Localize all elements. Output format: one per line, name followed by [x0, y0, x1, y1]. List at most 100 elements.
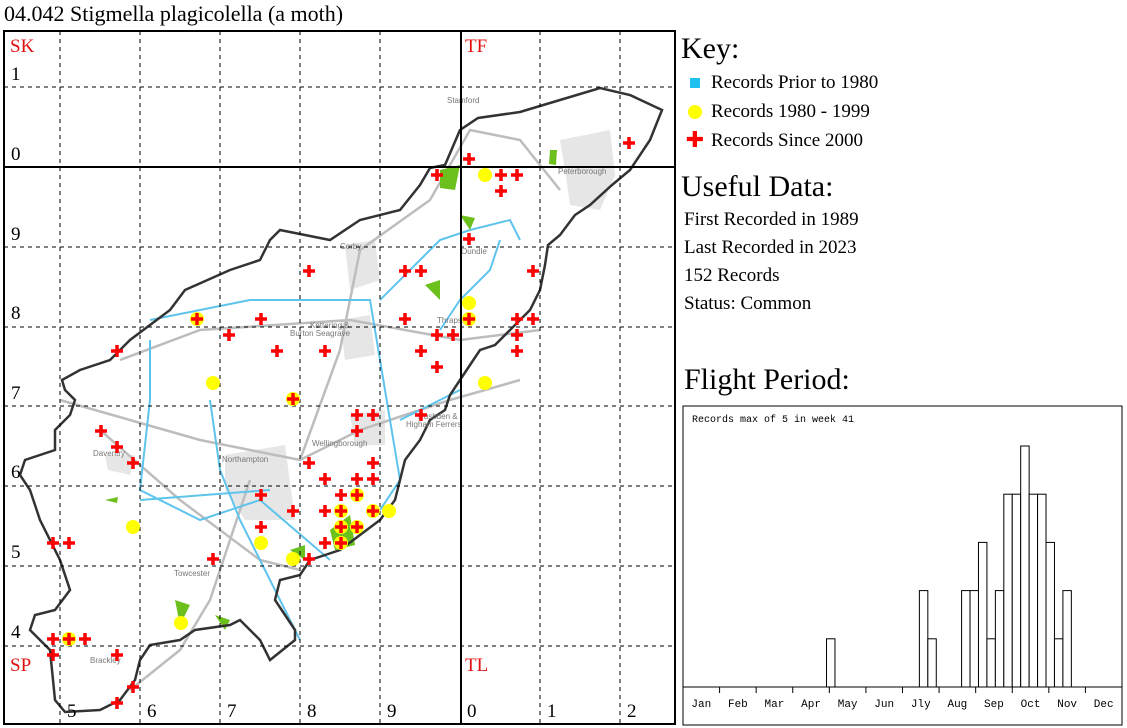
chart-title: Records max of 5 in week 41 — [692, 414, 854, 426]
town-label: Northampton — [222, 455, 268, 464]
town-label: Peterborough — [558, 167, 606, 176]
record-since-2000-cross — [367, 409, 379, 421]
key-item-1980-1999: Records 1980 - 1999 — [686, 101, 870, 123]
record-since-2000-cross — [431, 361, 443, 373]
week-bar — [1011, 493, 1022, 688]
record-since-2000-cross — [319, 537, 331, 549]
grid-square-label: TL — [465, 655, 488, 676]
town-label: Wellingborough — [312, 439, 367, 448]
record-1980-1999-dot — [462, 296, 476, 310]
town-label: Towcester — [174, 569, 210, 578]
record-since-2000-cross — [463, 233, 475, 245]
urban-area-kettering — [340, 315, 375, 360]
useful-data-heading: Useful Data: — [681, 170, 834, 203]
town-label: Kettering & — [310, 321, 350, 330]
record-since-2000-cross — [415, 265, 427, 277]
record-since-2000-cross — [319, 473, 331, 485]
record-since-2000-cross — [351, 425, 363, 437]
northing-label: 4 — [11, 622, 21, 643]
week-bar — [994, 590, 1005, 688]
record-since-2000-cross — [351, 409, 363, 421]
yellow-dot-icon — [686, 105, 704, 119]
town-label: Thrapston — [437, 316, 473, 325]
northing-label: 5 — [11, 542, 21, 563]
grid-square-label: SK — [10, 36, 35, 57]
northing-label: 9 — [11, 224, 21, 245]
record-since-2000-cross — [127, 681, 139, 693]
week-bar — [986, 638, 996, 688]
record-since-2000-cross — [511, 313, 523, 325]
key-item-since-2000: ✚ Records Since 2000 — [686, 130, 863, 152]
grid-square-label: TF — [465, 36, 487, 57]
northing-label: 8 — [11, 303, 21, 324]
week-bar — [977, 541, 988, 688]
week-bar — [1020, 445, 1030, 688]
record-since-2000-cross — [351, 473, 363, 485]
record-since-2000-cross — [127, 457, 139, 469]
key-item-prior-1980: Records Prior to 1980 — [686, 72, 878, 94]
record-since-2000-cross — [399, 265, 411, 277]
record-1980-1999-dot — [174, 616, 188, 630]
easting-label: 7 — [227, 701, 237, 722]
month-label: Mar — [765, 699, 785, 711]
record-since-2000-cross — [111, 345, 123, 357]
record-since-2000-cross — [495, 185, 507, 197]
record-since-2000-cross — [511, 329, 523, 341]
record-since-2000-cross — [351, 521, 363, 533]
easting-label: 1 — [547, 701, 557, 722]
week-bar — [918, 590, 929, 688]
distribution-map: StamfordPeterboroughCorbyOundleKettering… — [3, 30, 676, 725]
month-label: Dec — [1094, 699, 1114, 711]
week-bar — [1045, 541, 1055, 688]
easting-label: 5 — [67, 701, 77, 722]
record-since-2000-cross — [287, 393, 299, 405]
record-since-2000-cross — [303, 457, 315, 469]
record-since-2000-cross — [511, 345, 523, 357]
easting-label: 2 — [627, 701, 637, 722]
record-since-2000-cross — [287, 505, 299, 517]
record-since-2000-cross — [415, 409, 427, 421]
record-since-2000-cross — [431, 329, 443, 341]
record-since-2000-cross — [399, 313, 411, 325]
easting-label: 6 — [147, 701, 157, 722]
town-label: Rushden & — [418, 412, 458, 421]
record-since-2000-cross — [367, 473, 379, 485]
record-since-2000-cross — [415, 345, 427, 357]
month-label: Sep — [984, 699, 1004, 711]
week-bar — [1053, 638, 1064, 688]
status: Status: Common — [684, 293, 812, 314]
record-1980-1999-dot — [382, 504, 396, 518]
week-bar — [1037, 493, 1047, 688]
record-since-2000-cross — [223, 329, 235, 341]
record-1980-1999-dot — [254, 536, 268, 550]
red-cross-icon: ✚ — [685, 128, 705, 153]
grid-lines — [3, 30, 676, 725]
week-bar — [969, 590, 979, 688]
record-since-2000-cross — [191, 313, 203, 325]
urban-area-daventry — [105, 455, 135, 475]
easting-label: 9 — [387, 701, 397, 722]
urban-area-peterborough — [560, 130, 615, 210]
record-since-2000-cross — [431, 169, 443, 181]
northing-label: 6 — [11, 462, 21, 483]
record-since-2000-cross — [335, 521, 347, 533]
town-label: Daventry — [93, 449, 125, 458]
record-since-2000-cross — [335, 489, 347, 501]
month-label: Feb — [728, 699, 748, 711]
month-label: Nov — [1057, 699, 1077, 711]
record-since-2000-cross — [303, 265, 315, 277]
month-label: May — [838, 699, 858, 711]
record-since-2000-cross — [463, 153, 475, 165]
easting-label: 8 — [307, 701, 317, 722]
key-label: Records Since 2000 — [711, 130, 863, 151]
chart-bars — [826, 445, 1072, 688]
week-bar — [826, 638, 836, 688]
grid-square-label: SP — [10, 655, 31, 676]
woodland-patches — [105, 150, 557, 630]
town-label: Brackley — [90, 656, 121, 665]
week-bar — [1062, 590, 1072, 688]
record-since-2000-cross — [463, 313, 475, 325]
blue-square-icon — [686, 78, 704, 88]
week-bar — [961, 590, 971, 688]
